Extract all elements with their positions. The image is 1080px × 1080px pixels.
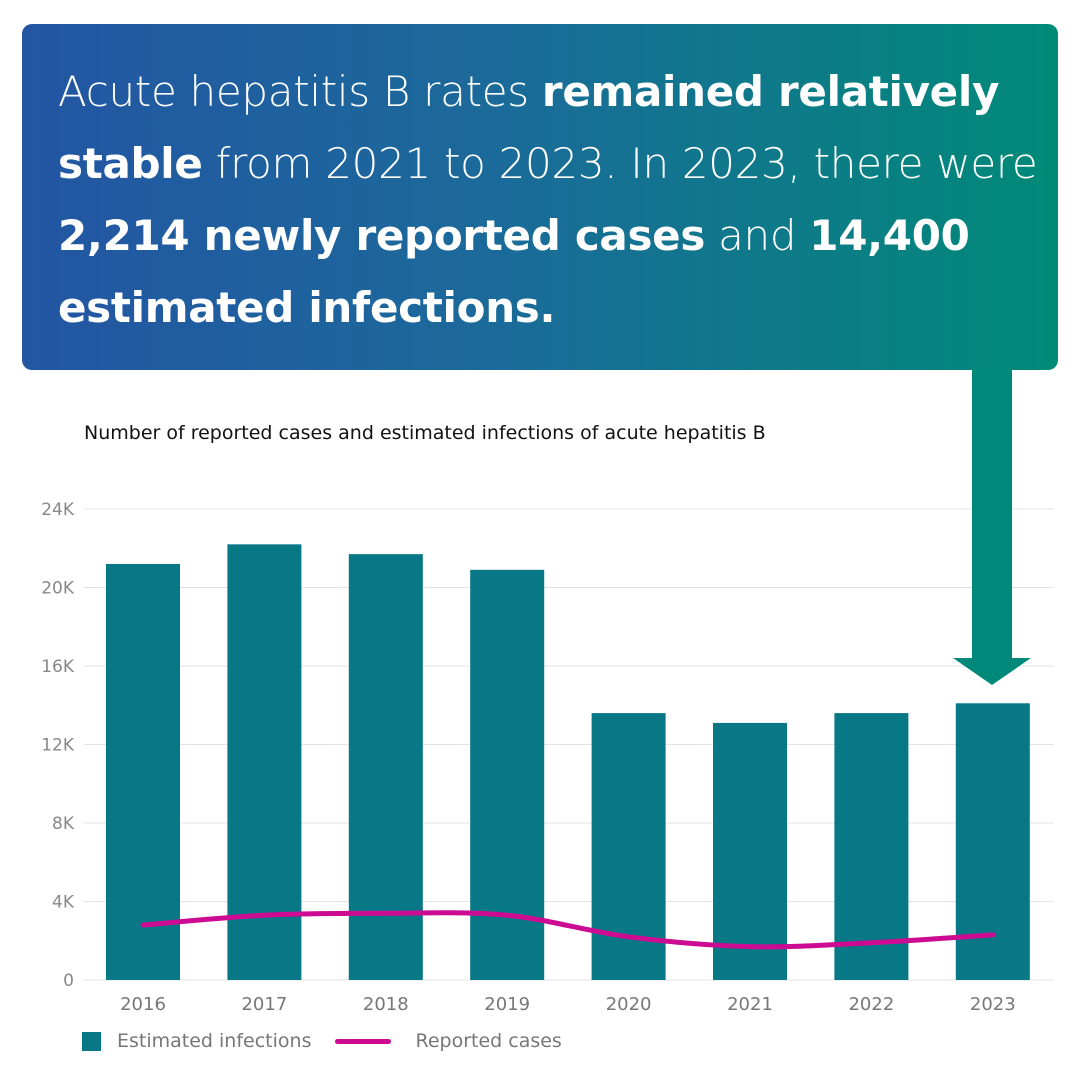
- y-tick-label: 24K: [41, 500, 75, 520]
- x-tick-label: 2022: [848, 994, 894, 1015]
- x-tick-label: 2018: [363, 994, 409, 1015]
- y-tick-label: 12K: [41, 736, 75, 756]
- y-tick-label: 0: [63, 971, 74, 991]
- bar-2022: [834, 713, 909, 980]
- legend-label-estimated: Estimated infections: [117, 1030, 312, 1052]
- reported-cases-line: [140, 910, 996, 950]
- x-tick-label: 2019: [484, 994, 530, 1015]
- legend-swatch-reported: [335, 1038, 392, 1044]
- bar-2016: [106, 563, 180, 980]
- y-tick-label: 16K: [41, 657, 75, 677]
- chart-title: Number of reported cases and estimated i…: [84, 422, 766, 444]
- bar-2018: [348, 554, 423, 980]
- headline-segment: remained relatively stable: [58, 67, 1000, 188]
- arrow-icon: [953, 368, 1031, 685]
- headline-segment: 2,214 newly reported cases: [58, 211, 706, 260]
- x-tick-label: 2016: [120, 994, 166, 1015]
- y-tick-label: 8K: [52, 814, 75, 834]
- y-tick-label: 20K: [41, 579, 75, 599]
- bar-2021: [713, 722, 787, 980]
- legend: Estimated infections Reported cases: [82, 1030, 562, 1052]
- x-tick-label: 2021: [727, 994, 773, 1015]
- headline-segment: Acute hepatitis B rates: [58, 67, 542, 116]
- y-tick-label: 4K: [52, 893, 75, 913]
- x-tick-label: 2017: [241, 994, 287, 1015]
- legend-label-reported: Reported cases: [415, 1030, 562, 1052]
- headline-segment: 14,400 estimated infections.: [58, 211, 970, 332]
- x-tick-label: 2023: [970, 994, 1016, 1015]
- headline-segment: and: [705, 211, 810, 260]
- headline-banner: Acute hepatitis B rates remained relativ…: [22, 24, 1058, 370]
- headline-segment: from 2021 to 2023. In 2023, there were: [202, 139, 1038, 188]
- x-tick-label: 2020: [606, 994, 652, 1015]
- bar-2017: [227, 544, 302, 980]
- legend-swatch-estimated: [82, 1031, 101, 1051]
- headline-text: Acute hepatitis B rates remained relativ…: [58, 56, 1048, 344]
